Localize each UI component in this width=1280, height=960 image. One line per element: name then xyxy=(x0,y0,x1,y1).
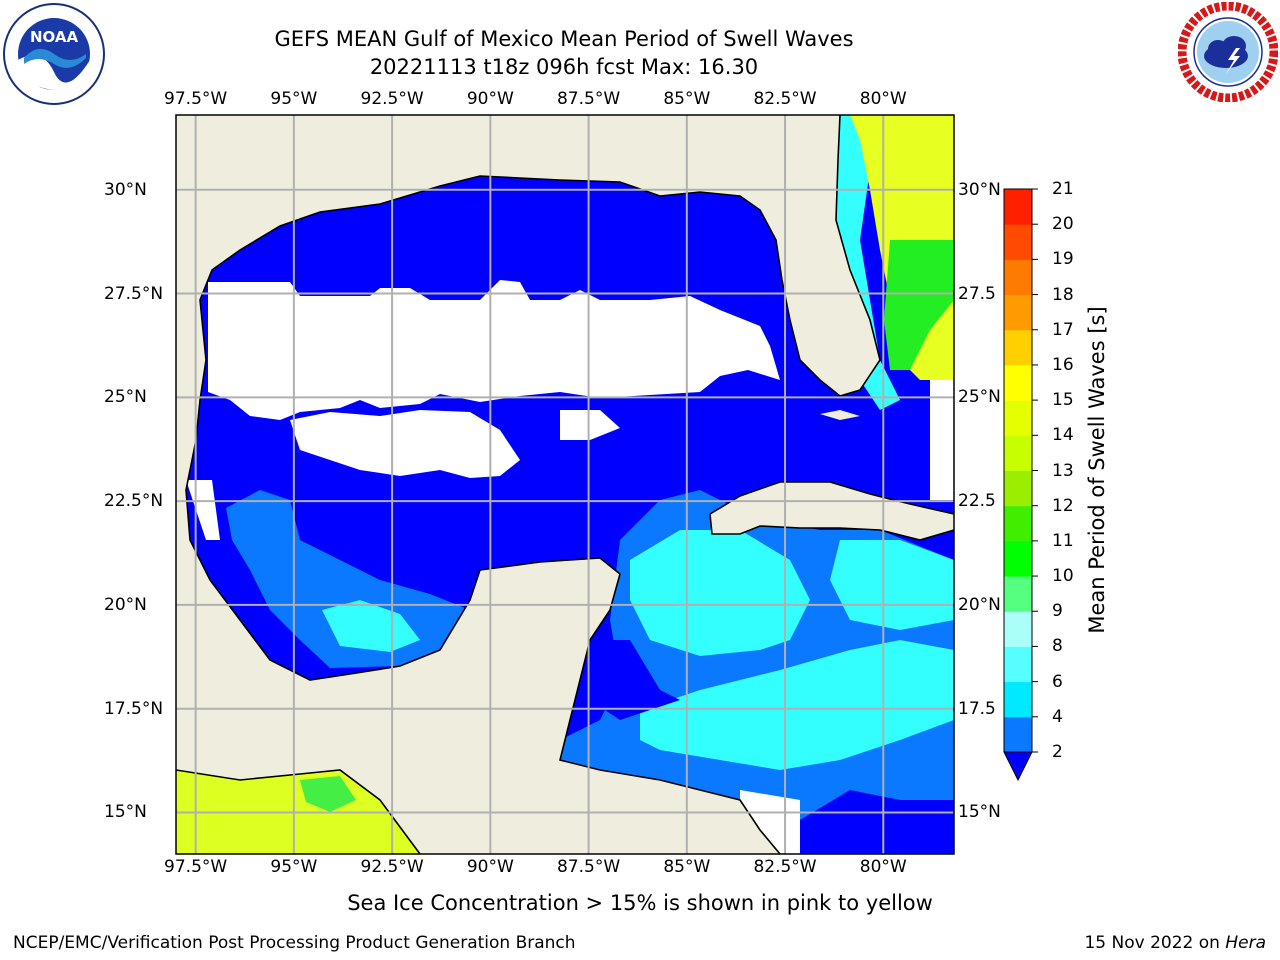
map-plot-area xyxy=(176,115,954,854)
cyan-caribbean-north xyxy=(630,530,810,656)
colorbar-tick-label: 21 xyxy=(1052,179,1074,199)
longitude-tick-label-top: 95°W xyxy=(270,89,318,109)
footer-date-text: 15 Nov 2022 on xyxy=(1084,933,1226,953)
colorbar-segment xyxy=(1004,400,1032,436)
colorbar-tick-label: 20 xyxy=(1052,214,1074,235)
white-gap-central xyxy=(290,410,520,478)
colorbar-tick-label: 11 xyxy=(1052,530,1074,551)
longitude-tick-label-top: 80°W xyxy=(859,89,907,109)
latitude-tick-label-left: 22.5°N xyxy=(104,491,164,512)
colorbar-tick-label: 13 xyxy=(1052,460,1074,481)
colorbar-tick-label: 12 xyxy=(1052,495,1074,516)
latitude-tick-label-left: 30°N xyxy=(104,179,147,200)
noaa-logo-text: NOAA xyxy=(30,28,79,46)
colorbar-tick-label: 15 xyxy=(1052,390,1074,411)
chart-title: GEFS MEAN Gulf of Mexico Mean Period of … xyxy=(274,27,854,51)
colorbar-segment xyxy=(1004,716,1032,753)
colorbar xyxy=(1003,188,1038,782)
colorbar-segment xyxy=(1004,224,1032,260)
colorbar-segment xyxy=(1004,470,1032,507)
cyan-caribbean-south xyxy=(640,640,954,770)
colorbar-label: Mean Period of Swell Waves [s] xyxy=(1085,306,1109,634)
colorbar-tick-label: 17 xyxy=(1052,319,1074,340)
midblue-west xyxy=(226,490,470,668)
colorbar-tick-label: 10 xyxy=(1052,566,1074,587)
colorbar-extend-min xyxy=(1003,751,1033,782)
coastline-pacific xyxy=(176,769,421,854)
longitude-tick-label-top: 90°W xyxy=(466,89,514,109)
white-gap-east xyxy=(560,410,620,440)
colorbar-segment xyxy=(1004,576,1032,612)
coastline-cuba xyxy=(709,481,954,541)
land-florida-keys xyxy=(820,410,860,420)
colorbar-segment xyxy=(1004,435,1032,471)
longitude-tick-label-bottom: 97.5°W xyxy=(164,857,228,877)
longitude-tick-label-bottom: 87.5°W xyxy=(556,857,621,877)
map-frame xyxy=(175,114,955,855)
colorbar-segment xyxy=(1004,329,1032,366)
colorbar-segment xyxy=(1004,540,1032,577)
latitude-tick-label-right: 25°N xyxy=(958,387,1001,408)
cyan-caribbean-east xyxy=(830,540,954,630)
colorbar-segment xyxy=(1004,189,1032,225)
latitude-tick-label-left: 27.5°N xyxy=(104,283,164,304)
longitude-tick-label-bottom: 85°W xyxy=(663,857,711,877)
latitude-tick-label-right: 22.5 xyxy=(958,491,996,512)
coastline xyxy=(185,115,881,854)
colorbar-segment xyxy=(1004,681,1032,718)
colorbar-segment xyxy=(1004,646,1032,683)
latitude-tick-label-right: 17.5 xyxy=(958,698,996,719)
footer-host: Hera xyxy=(1225,933,1266,953)
longitude-tick-label-top: 87.5°W xyxy=(556,89,621,109)
latitude-tick-label-left: 15°N xyxy=(104,802,147,823)
land-cuba xyxy=(710,482,954,540)
latitude-tick-label-right: 20°N xyxy=(958,594,1001,615)
blue-caribbean-sw xyxy=(800,790,954,854)
colorbar-tick-label: 14 xyxy=(1052,425,1074,446)
colorbar-tick-label: 16 xyxy=(1052,354,1074,375)
footer-credit: NCEP/EMC/Verification Post Processing Pr… xyxy=(13,933,576,953)
colorbar-segment xyxy=(1004,259,1032,296)
longitude-tick-label-top: 85°W xyxy=(663,89,711,109)
colorbar-segment xyxy=(1004,611,1032,647)
colorbar-tick-label: 6 xyxy=(1052,671,1063,692)
graticule xyxy=(176,115,954,854)
sea-ice-note: Sea Ice Concentration > 15% is shown in … xyxy=(347,891,933,915)
latitude-tick-label-left: 20°N xyxy=(104,594,147,615)
colorbar-tick-label: 18 xyxy=(1052,284,1074,305)
chart-subtitle: 20221113 t18z 096h fcst Max: 16.30 xyxy=(369,55,759,79)
colorbar-segment xyxy=(1004,364,1032,401)
longitude-tick-label-bottom: 92.5°W xyxy=(360,857,424,877)
colorbar-tick-label: 19 xyxy=(1052,249,1074,270)
cyan-bay-campeche xyxy=(322,600,420,652)
blue-caribbean-trough xyxy=(590,640,680,720)
longitude-tick-label-bottom: 80°W xyxy=(859,857,907,877)
latitude-tick-label-left: 17.5°N xyxy=(104,698,164,719)
white-gap-northwest xyxy=(208,280,780,420)
colorbar-segment xyxy=(1004,294,1032,331)
latitude-tick-label-left: 25°N xyxy=(104,387,147,408)
colorbar-tick-label: 8 xyxy=(1052,636,1063,657)
longitude-tick-label-top: 82.5°W xyxy=(753,89,817,109)
longitude-tick-label-bottom: 95°W xyxy=(270,857,318,877)
footer-date: 15 Nov 2022 on Hera xyxy=(1084,933,1266,953)
colorbar-tick-label: 2 xyxy=(1052,742,1063,762)
latitude-tick-label-right: 27.5 xyxy=(958,283,996,304)
colorbar-segment xyxy=(1004,505,1032,542)
latitude-tick-label-right: 15°N xyxy=(958,802,1001,823)
longitude-tick-label-top: 97.5°W xyxy=(164,89,228,109)
longitude-tick-label-top: 92.5°W xyxy=(360,89,424,109)
colorbar-tick-label: 4 xyxy=(1052,706,1063,727)
pacific-green-patch xyxy=(300,776,356,812)
atlantic-green-field xyxy=(884,240,954,370)
colorbar-tick-label: 9 xyxy=(1052,601,1063,622)
nws-logo-icon xyxy=(1178,2,1278,102)
longitude-tick-label-bottom: 90°W xyxy=(466,857,514,877)
noaa-logo-icon: NOAA xyxy=(3,3,105,105)
longitude-tick-label-bottom: 82.5°W xyxy=(753,857,817,877)
white-gap-west-coast xyxy=(186,480,220,540)
latitude-tick-label-right: 30°N xyxy=(958,179,1001,200)
